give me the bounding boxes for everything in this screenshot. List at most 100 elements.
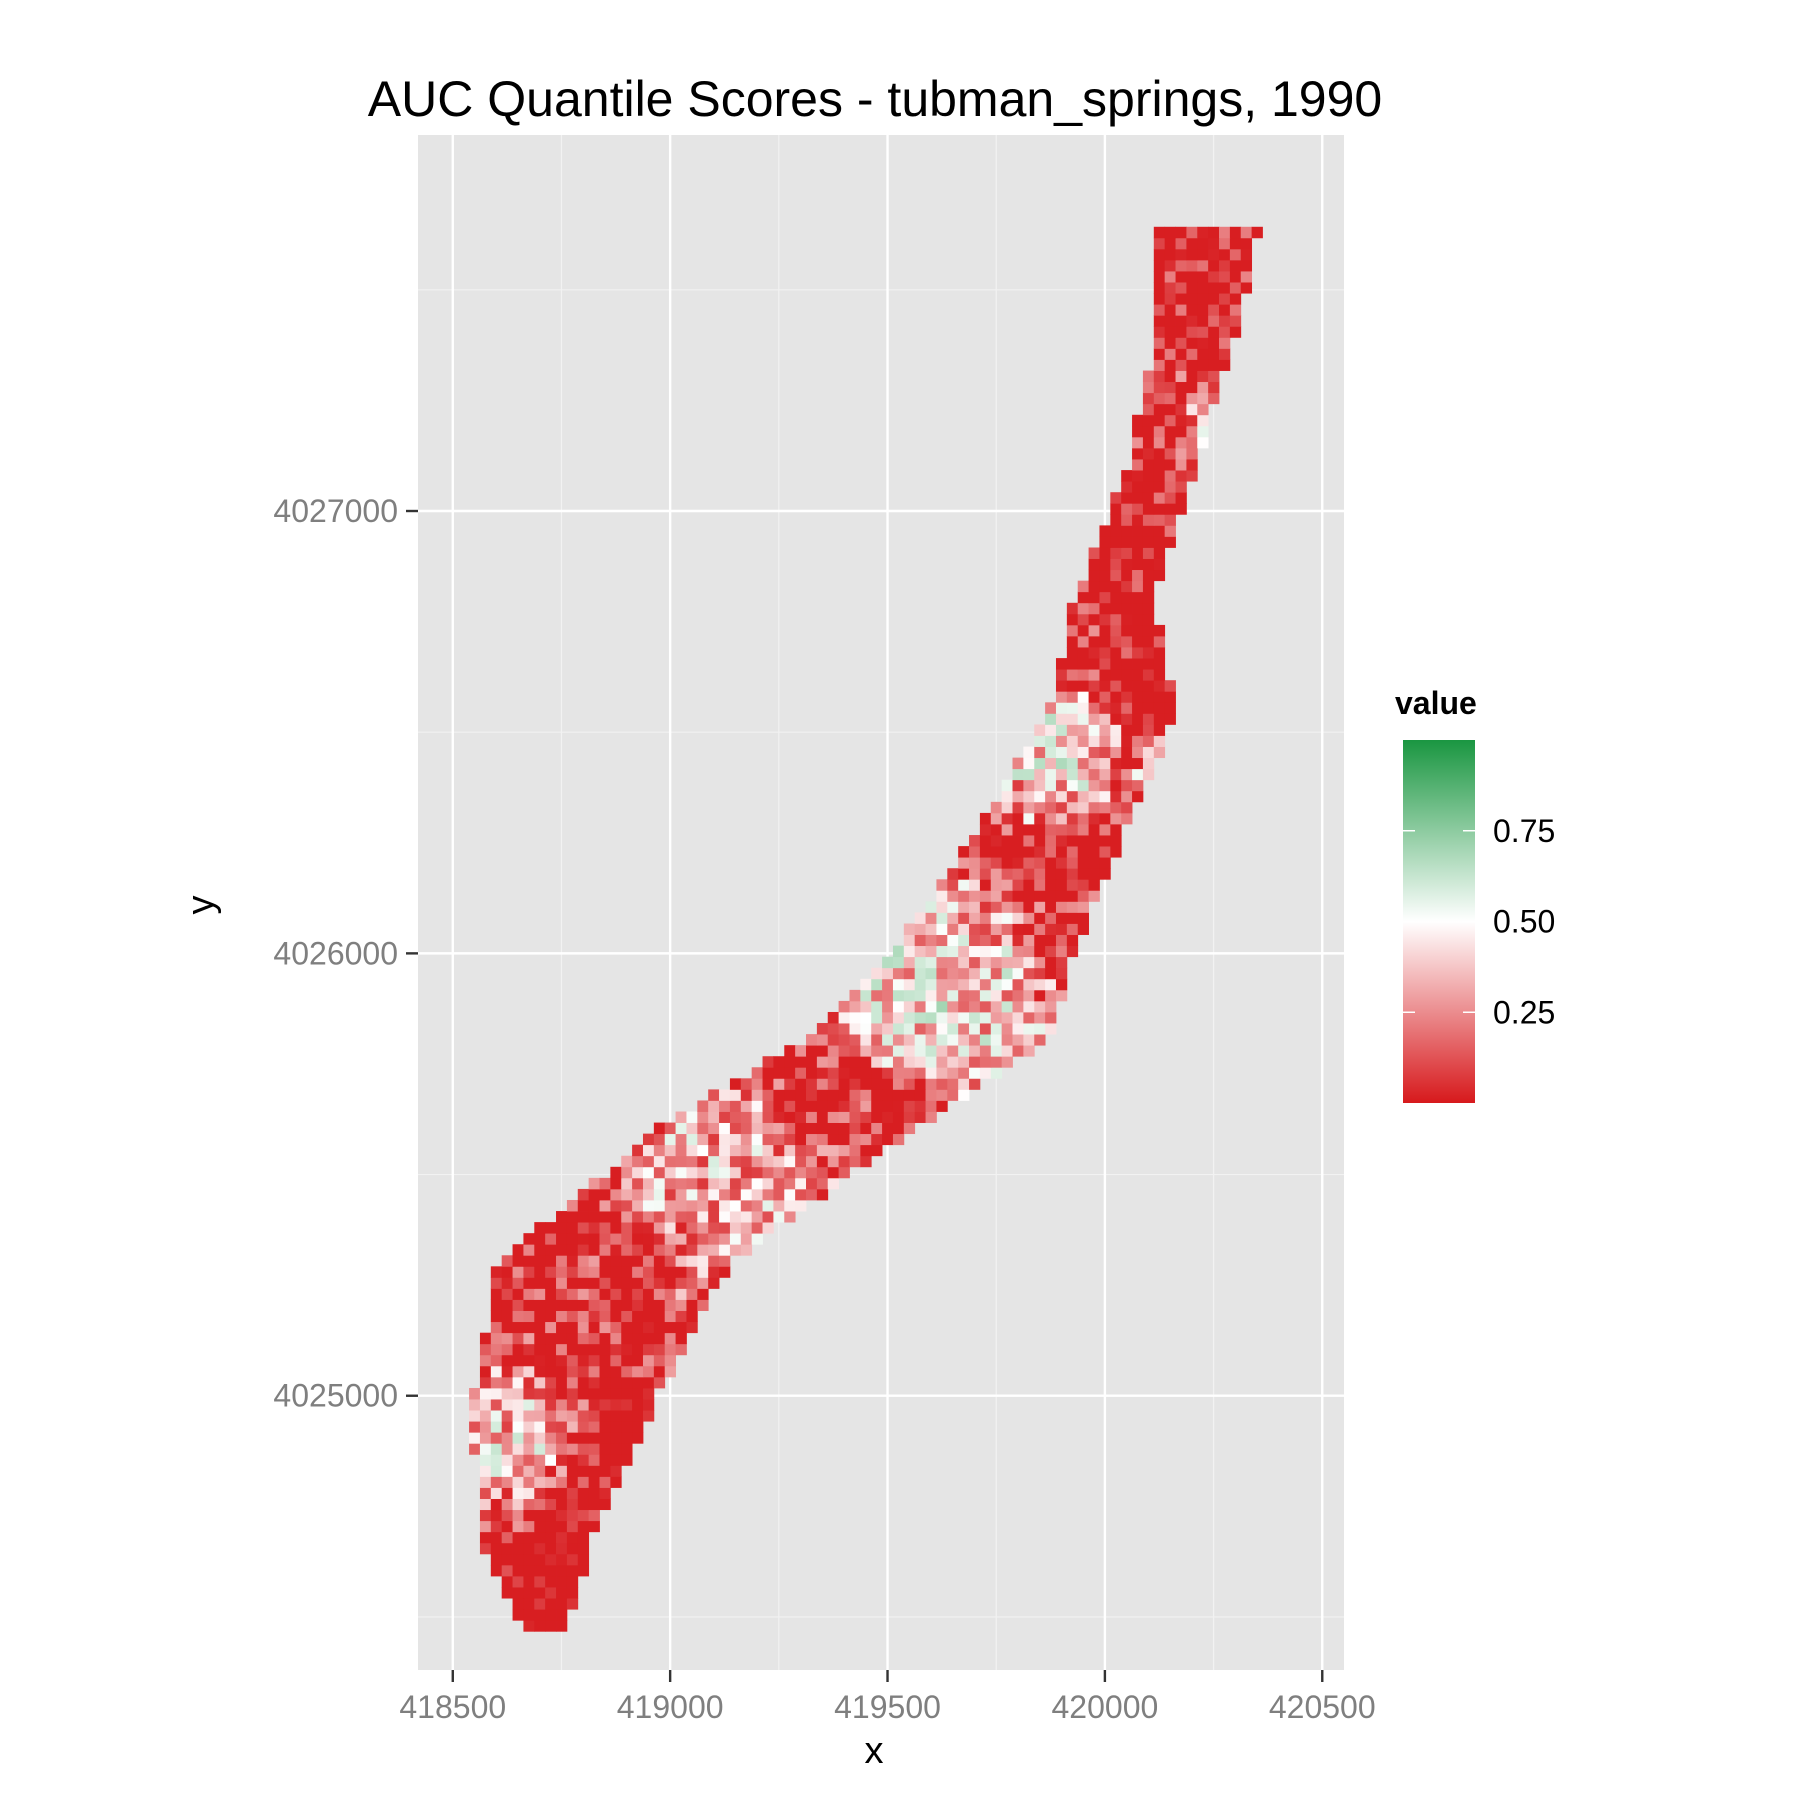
- heatmap-cell: [1066, 812, 1079, 825]
- heatmap-cell: [632, 1188, 644, 1201]
- heatmap-cell: [871, 978, 883, 991]
- heatmap-cell: [1045, 934, 1057, 947]
- heatmap-cell: [512, 1587, 524, 1599]
- heatmap-cell: [545, 1277, 557, 1289]
- heatmap-cell: [588, 1487, 600, 1499]
- heatmap-cell: [697, 1277, 709, 1289]
- heatmap-cell: [719, 1155, 731, 1168]
- heatmap-cell: [1175, 403, 1187, 416]
- heatmap-cell: [577, 1498, 590, 1511]
- heatmap-cell: [632, 1211, 644, 1223]
- heatmap-cell: [632, 1177, 644, 1190]
- heatmap-cell: [708, 1133, 720, 1146]
- heatmap-cell: [697, 1122, 709, 1135]
- heatmap-cell: [642, 1387, 655, 1400]
- heatmap-cell: [1001, 801, 1013, 814]
- heatmap-cell: [610, 1421, 622, 1433]
- heatmap-cell: [1055, 779, 1068, 792]
- heatmap-cell: [599, 1222, 611, 1234]
- heatmap-cell: [1219, 337, 1231, 349]
- heatmap-cell: [936, 989, 948, 1002]
- heatmap-cell: [1045, 812, 1057, 825]
- heatmap-cell: [914, 1056, 926, 1068]
- heatmap-cell: [588, 1443, 600, 1455]
- heatmap-cell: [469, 1410, 481, 1422]
- heatmap-cell: [642, 1399, 655, 1411]
- heatmap-cell: [632, 1343, 644, 1356]
- heatmap-cell: [990, 1011, 1003, 1024]
- heatmap-cell: [1164, 492, 1176, 504]
- heatmap-cell: [751, 1233, 763, 1245]
- heatmap-cell: [621, 1321, 633, 1334]
- heatmap-cell: [1034, 1000, 1046, 1013]
- heatmap-cell: [588, 1288, 600, 1300]
- heatmap-cell: [990, 934, 1003, 947]
- heatmap-cell: [773, 1144, 785, 1157]
- heatmap-cell: [545, 1266, 557, 1278]
- heatmap-cell: [1197, 348, 1209, 360]
- heatmap-cell: [1142, 602, 1155, 615]
- heatmap-cell: [490, 1321, 503, 1334]
- heatmap-cell: [1077, 779, 1089, 792]
- heatmap-cell: [838, 1011, 850, 1024]
- heatmap-cell: [1012, 912, 1024, 924]
- heatmap-cell: [599, 1321, 611, 1334]
- heatmap-cell: [860, 1155, 872, 1168]
- heatmap-cell: [958, 934, 970, 947]
- heatmap-cell: [588, 1432, 600, 1444]
- heatmap-cell: [588, 1343, 600, 1356]
- heatmap-cell: [1142, 547, 1155, 559]
- heatmap-cell: [1132, 481, 1144, 493]
- heatmap-cell: [838, 1133, 850, 1146]
- heatmap-cell: [1066, 691, 1079, 703]
- y-axis-label: y: [180, 896, 222, 915]
- heatmap-cell: [501, 1587, 513, 1599]
- heatmap-cell: [545, 1321, 557, 1334]
- heatmap-cell: [1099, 757, 1111, 770]
- heatmap-cell: [490, 1399, 503, 1411]
- heatmap-cell: [1066, 724, 1079, 736]
- heatmap-cell: [523, 1432, 535, 1444]
- heatmap-cell: [479, 1465, 492, 1477]
- heatmap-cell: [490, 1343, 503, 1356]
- heatmap-cell: [566, 1343, 579, 1356]
- heatmap-cell: [892, 1133, 905, 1146]
- heatmap-cell: [740, 1144, 753, 1157]
- heatmap-cell: [1045, 923, 1057, 935]
- heatmap-cell: [664, 1244, 676, 1256]
- heatmap-cell: [740, 1188, 753, 1201]
- heatmap-cell: [621, 1332, 633, 1345]
- heatmap-cell: [1229, 326, 1242, 338]
- heatmap-cell: [632, 1233, 644, 1245]
- heatmap-cell: [1142, 680, 1155, 692]
- heatmap-cell: [501, 1277, 513, 1289]
- heatmap-cell: [577, 1266, 590, 1278]
- heatmap-cell: [1186, 392, 1198, 405]
- heatmap-cell: [958, 1045, 970, 1057]
- heatmap-cell: [827, 1078, 840, 1090]
- heatmap-cell: [1153, 481, 1166, 493]
- heatmap-cell: [1088, 658, 1100, 670]
- heatmap-cell: [545, 1365, 557, 1378]
- heatmap-cell: [1099, 647, 1111, 659]
- heatmap-cell: [653, 1233, 666, 1245]
- heatmap-cell: [1142, 447, 1155, 460]
- heatmap-cell: [1121, 779, 1133, 792]
- heatmap-cell: [1121, 481, 1133, 493]
- heatmap-cell: [545, 1255, 557, 1267]
- heatmap-cell: [512, 1399, 524, 1411]
- heatmap-cell: [664, 1211, 676, 1223]
- heatmap-cell: [1088, 746, 1100, 759]
- heatmap-cell: [1121, 624, 1133, 637]
- heatmap-cell: [599, 1432, 611, 1444]
- heatmap-cell: [947, 1045, 959, 1057]
- heatmap-cell: [1066, 901, 1079, 913]
- heatmap-cell: [1034, 923, 1046, 935]
- heatmap-cell: [490, 1410, 503, 1422]
- heatmap-cell: [1110, 591, 1122, 604]
- heatmap-cell: [588, 1211, 600, 1223]
- heatmap-cell: [632, 1354, 644, 1367]
- heatmap-cell: [523, 1343, 535, 1356]
- heatmap-cell: [1153, 536, 1166, 548]
- heatmap-cell: [523, 1598, 535, 1610]
